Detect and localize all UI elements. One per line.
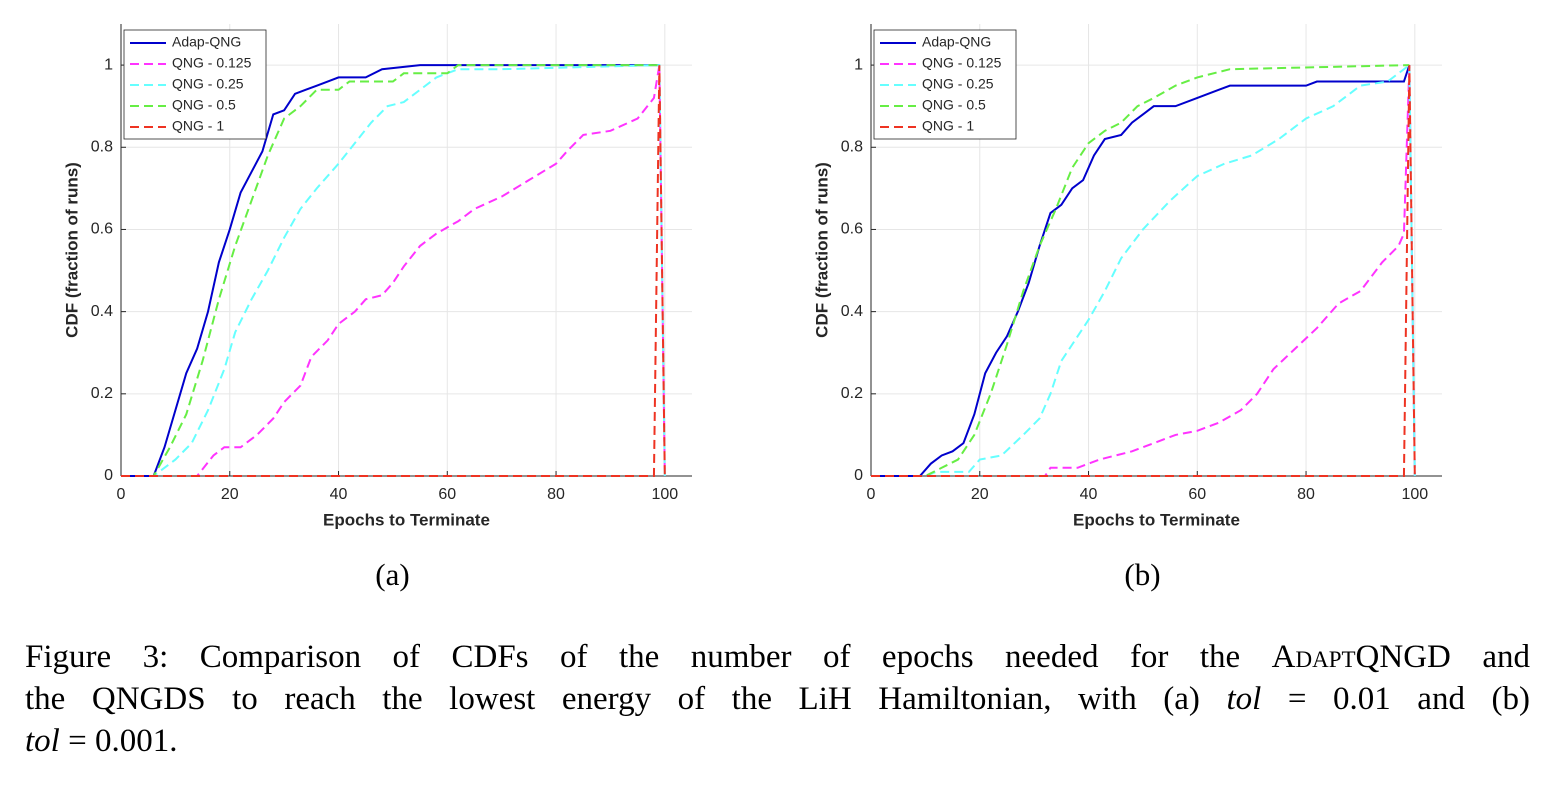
y-tick-label: 0.2 — [91, 385, 113, 402]
y-tick-label: 0.8 — [841, 138, 863, 155]
legend-label: QNG - 0.5 — [172, 97, 236, 113]
legend-label: QNG - 0.25 — [172, 76, 244, 92]
legend-label: QNG - 0.125 — [922, 55, 1002, 71]
caption: Figure 3: Comparison of CDFs of the numb… — [25, 636, 1530, 762]
legend-label: Adap-QNG — [172, 34, 241, 50]
y-tick-label: 0.4 — [841, 303, 863, 320]
y-tick-label: 1 — [104, 56, 113, 73]
x-axis-label: Epochs to Terminate — [1073, 510, 1240, 529]
subfigure-label: (b) — [1124, 557, 1160, 592]
y-tick-label: 1 — [854, 56, 863, 73]
x-tick-label: 60 — [438, 486, 456, 503]
y-tick-label: 0 — [854, 467, 863, 484]
legend-label: QNG - 0.125 — [172, 55, 252, 71]
x-tick-label: 80 — [1297, 486, 1315, 503]
y-tick-label: 0.6 — [841, 221, 863, 238]
series-line — [871, 64, 1410, 477]
x-tick-label: 100 — [651, 486, 678, 503]
x-tick-label: 0 — [867, 486, 876, 503]
x-axis-label: Epochs to Terminate — [323, 510, 490, 529]
series-line — [121, 64, 660, 477]
caption-line: tol = 0.001. — [25, 720, 1530, 762]
caption-text: the QNGDS to reach the lowest energy of … — [25, 681, 1227, 717]
legend-label: QNG - 1 — [172, 118, 224, 134]
x-tick-label: 80 — [547, 486, 565, 503]
caption-line: Figure 3: Comparison of CDFs of the numb… — [25, 636, 1530, 678]
caption-text: AdaptQNGD — [1271, 639, 1451, 675]
x-tick-label: 0 — [117, 486, 126, 503]
caption-text: Figure 3: Comparison of CDFs of the numb… — [25, 639, 1272, 675]
legend-label: QNG - 1 — [922, 118, 974, 134]
series-line — [121, 64, 666, 477]
series-line — [871, 64, 1411, 477]
x-tick-label: 40 — [330, 486, 348, 503]
y-tick-label: 0.2 — [841, 385, 863, 402]
caption-text: tol — [1226, 681, 1262, 717]
y-axis-label: CDF (fraction of runs) — [62, 162, 81, 338]
subfigure-label: (a) — [375, 557, 409, 592]
x-tick-label: 20 — [971, 486, 989, 503]
caption-text: = 0.001. — [59, 723, 178, 759]
caption-text: = 0.01 and (b) — [1261, 681, 1530, 717]
y-tick-label: 0 — [104, 467, 113, 484]
series-line — [121, 65, 666, 477]
y-tick-label: 0.6 — [91, 221, 113, 238]
y-tick-label: 0.8 — [91, 138, 113, 155]
series-line — [871, 65, 1416, 477]
legend-label: QNG - 0.25 — [922, 76, 994, 92]
x-tick-label: 100 — [1401, 486, 1428, 503]
legend-label: Adap-QNG — [922, 34, 991, 50]
x-tick-label: 20 — [221, 486, 239, 503]
series-line — [871, 63, 1416, 477]
series-line — [121, 64, 660, 477]
series-line — [121, 64, 666, 477]
caption-line: the QNGDS to reach the lowest energy of … — [25, 678, 1530, 720]
caption-text: tol — [25, 723, 60, 759]
caption-text: and — [1450, 639, 1530, 675]
y-tick-label: 0.4 — [91, 303, 113, 320]
legend-label: QNG - 0.5 — [922, 97, 986, 113]
x-tick-label: 60 — [1188, 486, 1206, 503]
x-tick-label: 40 — [1080, 486, 1098, 503]
y-axis-label: CDF (fraction of runs) — [812, 162, 831, 338]
series-line — [871, 65, 1416, 477]
